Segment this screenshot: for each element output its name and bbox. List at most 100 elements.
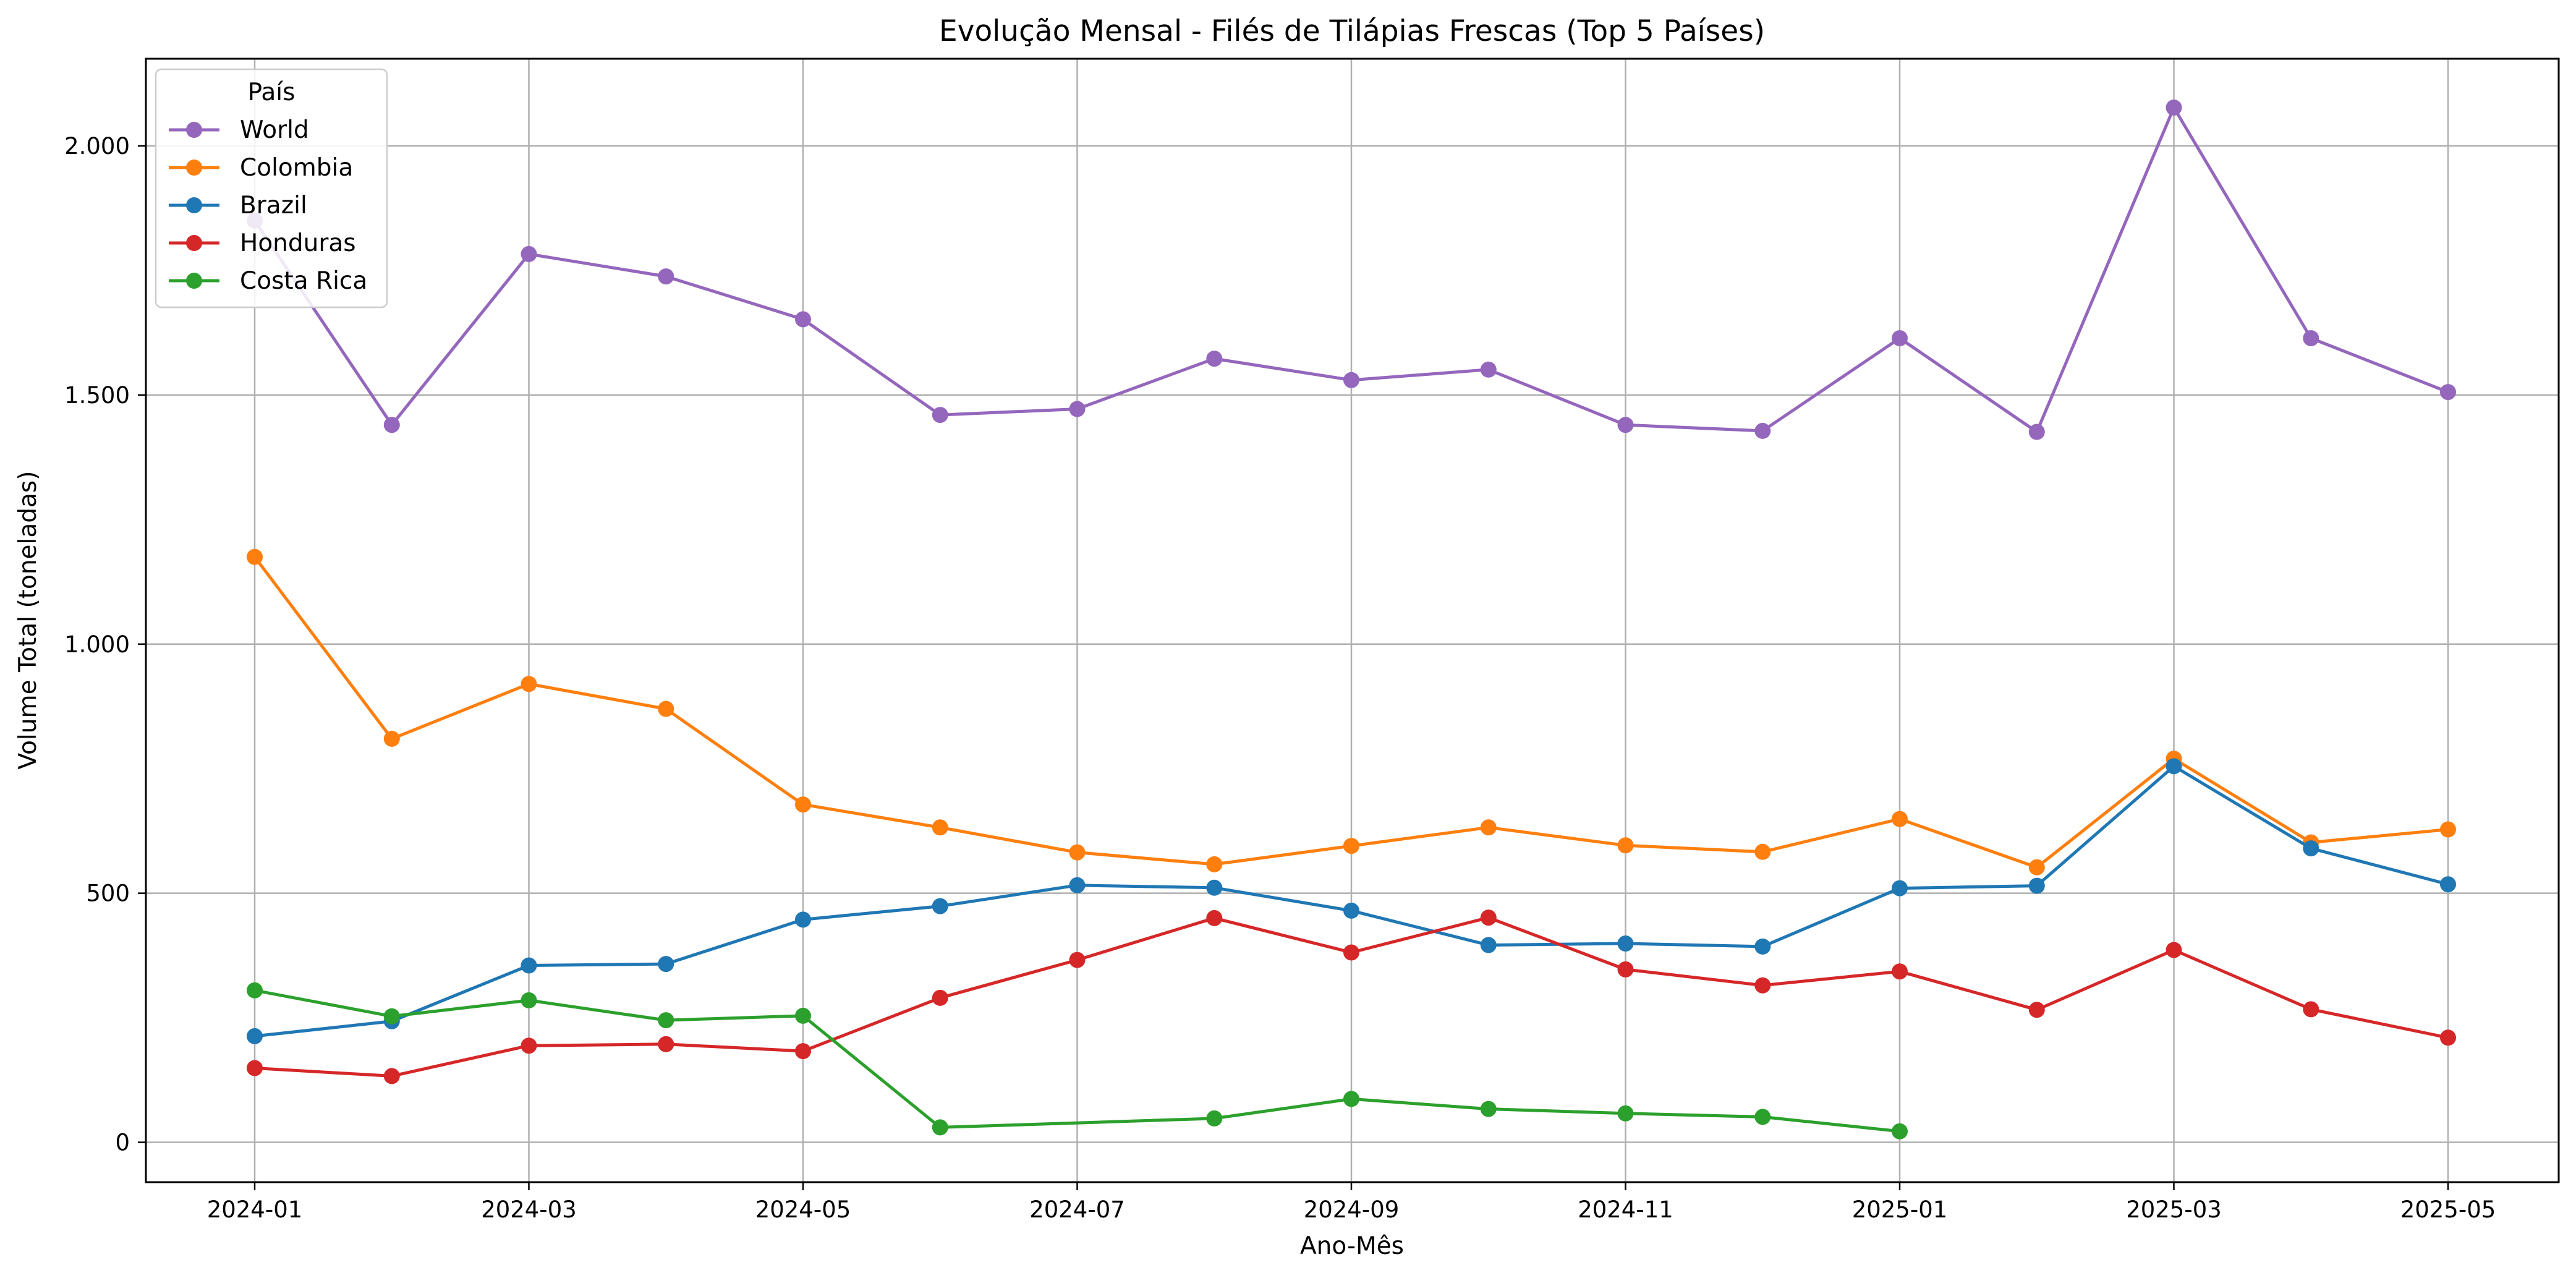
data-point-world — [1343, 372, 1359, 388]
data-point-costa-rica — [247, 982, 263, 999]
series-world — [247, 100, 2456, 440]
data-point-honduras — [1206, 910, 1223, 926]
data-point-brazil — [658, 956, 674, 973]
data-point-brazil — [1617, 935, 1634, 952]
legend-marker-costa-rica — [186, 273, 202, 289]
axis-ticks: 0 500 1.000 1.500 2.000 2024-01 2024-03 2024-05… — [64, 133, 2496, 1223]
data-point-colombia — [2440, 821, 2456, 838]
data-point-colombia — [247, 548, 263, 565]
data-point-costa-rica — [795, 1007, 811, 1024]
legend-label-honduras: Honduras — [240, 229, 356, 257]
data-point-honduras — [383, 1068, 400, 1084]
data-point-colombia — [1206, 856, 1223, 872]
data-point-colombia — [1754, 843, 1771, 860]
data-point-honduras — [1480, 910, 1497, 926]
data-point-world — [2166, 100, 2182, 116]
legend-marker-brazil — [186, 197, 202, 213]
legend-marker-world — [186, 122, 202, 138]
data-point-brazil — [247, 1028, 263, 1044]
data-point-world — [658, 268, 674, 285]
data-point-honduras — [658, 1036, 674, 1052]
data-point-colombia — [932, 819, 948, 836]
legend-label-colombia: Colombia — [240, 154, 353, 182]
y-tick-label: 2.000 — [64, 133, 130, 160]
data-point-honduras — [2440, 1029, 2456, 1046]
series-layer — [247, 100, 2456, 1140]
data-point-honduras — [1892, 963, 1908, 980]
data-point-colombia — [2028, 859, 2045, 875]
data-point-brazil — [2028, 877, 2045, 894]
data-point-brazil — [2440, 876, 2456, 893]
data-point-world — [1754, 422, 1771, 439]
legend: País World Colombia Brazil Honduras Costa Ri… — [155, 68, 388, 309]
data-point-world — [1069, 401, 1086, 417]
data-point-costa-rica — [1892, 1123, 1908, 1140]
data-point-brazil — [1892, 880, 1908, 897]
x-tick-label: 2025-05 — [2400, 1196, 2496, 1223]
plot-frame — [145, 58, 2560, 1183]
series-line-costa-rica — [254, 989, 1900, 1133]
legend-marker-colombia — [186, 160, 202, 176]
x-tick-label: 2024-03 — [481, 1196, 577, 1223]
data-point-colombia — [658, 701, 674, 717]
x-tick-label: 2024-05 — [755, 1196, 851, 1223]
legend-label-brazil: Brazil — [240, 192, 307, 219]
data-point-costa-rica — [658, 1012, 674, 1029]
data-point-honduras — [247, 1060, 263, 1076]
data-point-world — [1892, 330, 1908, 346]
data-point-brazil — [1754, 938, 1771, 955]
x-tick-label: 2025-01 — [1852, 1196, 1948, 1223]
data-point-world — [383, 417, 400, 433]
data-point-world — [521, 245, 537, 262]
data-point-brazil — [1343, 902, 1359, 919]
data-point-costa-rica — [1617, 1105, 1634, 1122]
data-point-colombia — [383, 730, 400, 747]
data-point-honduras — [1343, 944, 1359, 961]
data-point-world — [1617, 417, 1634, 433]
data-point-world — [2028, 424, 2045, 440]
data-point-world — [1480, 361, 1497, 378]
grid — [146, 59, 2559, 1182]
data-point-costa-rica — [1343, 1091, 1359, 1107]
data-point-brazil — [1480, 937, 1497, 953]
data-point-honduras — [932, 989, 948, 1006]
x-tick-label: 2024-01 — [207, 1196, 303, 1223]
data-point-world — [2440, 384, 2456, 401]
data-point-honduras — [1069, 952, 1086, 968]
y-tick-label: 1.500 — [64, 382, 130, 409]
data-point-honduras — [1617, 961, 1634, 978]
data-point-colombia — [1480, 819, 1497, 836]
chart-title: Evolução Mensal - Filés de Tilápias Fres… — [939, 14, 1765, 48]
data-point-costa-rica — [1480, 1101, 1497, 1117]
x-tick-label: 2024-11 — [1578, 1196, 1673, 1223]
y-axis-title: Volume Total (toneladas) — [14, 471, 42, 770]
data-point-world — [1206, 351, 1223, 367]
data-point-costa-rica — [383, 1008, 400, 1025]
data-point-brazil — [932, 898, 948, 914]
series-honduras — [247, 910, 2456, 1084]
data-point-honduras — [2166, 942, 2182, 958]
data-point-world — [795, 311, 811, 328]
data-point-costa-rica — [521, 992, 537, 1008]
data-point-honduras — [2028, 1002, 2045, 1018]
data-point-costa-rica — [1206, 1110, 1223, 1127]
data-point-world — [2303, 330, 2319, 346]
data-point-costa-rica — [1754, 1109, 1771, 1125]
data-point-colombia — [1069, 844, 1086, 861]
legend-label-costa-rica: Costa Rica — [240, 267, 367, 295]
data-point-honduras — [1754, 977, 1771, 994]
x-axis-title: Ano-Mês — [1300, 1232, 1404, 1260]
data-point-colombia — [795, 796, 811, 813]
data-point-brazil — [521, 957, 537, 974]
y-tick-label: 500 — [86, 880, 130, 907]
data-point-honduras — [521, 1037, 537, 1054]
legend-title: País — [248, 79, 295, 106]
legend-label-world: World — [240, 116, 309, 144]
data-point-colombia — [521, 676, 537, 692]
data-point-costa-rica — [932, 1119, 948, 1136]
data-point-world — [932, 407, 948, 424]
data-point-honduras — [795, 1043, 811, 1060]
